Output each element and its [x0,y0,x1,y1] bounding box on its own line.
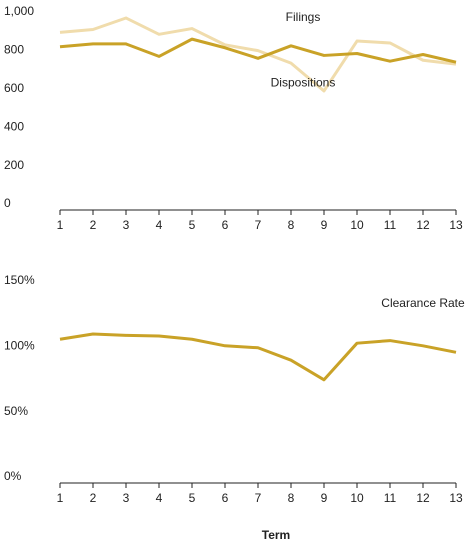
y-tick-label: 100% [4,339,35,353]
y-tick-label: 50% [4,404,28,418]
x-tick-label: 1 [57,218,64,232]
x-tick-label: 12 [416,218,430,232]
x-tick-label: 6 [222,491,229,505]
x-tick-label: 2 [90,491,97,505]
x-tick-label: 7 [255,491,262,505]
x-tick-label: 2 [90,218,97,232]
x-tick-label: 9 [321,491,328,505]
x-tick-label: 11 [384,491,397,505]
y-tick-label: 0% [4,469,22,483]
x-tick-label: 8 [288,491,295,505]
x-tick-label: 8 [288,218,295,232]
x-tick-label: 13 [449,491,463,505]
y-tick-label: 1,000 [4,4,34,18]
line [59,332,457,382]
x-tick-label: 5 [189,218,196,232]
x-tick-label: 3 [123,218,130,232]
x-tick-label: 13 [449,218,463,232]
series-label: Filings [286,10,321,24]
line [59,16,457,93]
x-tick-label: 4 [156,218,163,232]
y-tick-label: 150% [4,273,35,287]
line [59,37,457,64]
y-tick-label: 400 [4,119,24,133]
x-tick-label: 3 [123,491,130,505]
series-label: Clearance Rate [381,296,465,310]
y-tick-label: 200 [4,158,24,172]
x-tick-label: 9 [321,218,328,232]
x-axis-label: Term [262,528,290,542]
x-tick-label: 1 [57,491,64,505]
x-tick-label: 4 [156,491,163,505]
x-tick-label: 11 [384,218,397,232]
x-tick-label: 10 [350,491,364,505]
x-tick-label: 10 [350,218,364,232]
series-label: Dispositions [271,75,336,89]
y-tick-label: 800 [4,43,24,57]
y-tick-label: 0 [4,196,11,210]
x-tick-label: 5 [189,491,196,505]
y-tick-label: 600 [4,81,24,95]
x-tick-label: 12 [416,491,430,505]
x-tick-label: 7 [255,218,262,232]
x-tick-label: 6 [222,218,229,232]
